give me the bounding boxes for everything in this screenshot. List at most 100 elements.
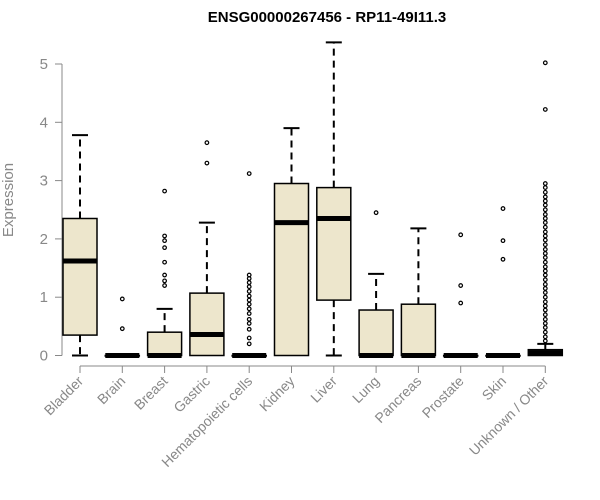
- outlier-point: [246, 335, 252, 341]
- outlier-point: [204, 160, 210, 166]
- outlier-point: [119, 296, 125, 302]
- box-kidney: [273, 127, 310, 357]
- box-gastric: [189, 140, 225, 357]
- outlier-point: [246, 311, 252, 316]
- outlier-point: [542, 202, 548, 208]
- outlier-point: [542, 290, 548, 295]
- outlier-point: [542, 216, 548, 221]
- outlier-point: [542, 281, 548, 287]
- outlier-point: [162, 188, 168, 194]
- box-body: [146, 331, 183, 357]
- outlier-point: [542, 334, 548, 340]
- outlier-point: [542, 198, 548, 204]
- x-tick-label: Kidney: [256, 373, 298, 415]
- box-body: [316, 186, 352, 301]
- outlier-point: [542, 299, 548, 305]
- outlier-point: [542, 212, 548, 217]
- y-axis-label: Expression: [0, 163, 17, 237]
- outlier-point: [542, 189, 548, 195]
- outlier-point: [162, 259, 168, 265]
- outlier-point: [542, 272, 548, 278]
- box-bladder: [62, 134, 98, 357]
- box-prostate: [442, 232, 479, 358]
- outlier-point: [246, 284, 252, 290]
- outlier-point: [542, 268, 548, 274]
- box-body: [273, 182, 310, 357]
- outlier-point: [542, 294, 548, 300]
- outlier-point: [542, 207, 548, 213]
- outlier-point: [162, 272, 168, 278]
- outlier-point: [246, 293, 252, 299]
- box-skin: [485, 206, 521, 358]
- outlier-point: [542, 224, 548, 230]
- outlier-point: [204, 140, 210, 146]
- outlier-point: [542, 307, 548, 313]
- outlier-point: [246, 297, 252, 303]
- outlier-point: [246, 171, 252, 177]
- outlier-point: [162, 233, 168, 239]
- outlier-point: [246, 306, 252, 312]
- outlier-point: [119, 326, 125, 332]
- outlier-point: [542, 185, 548, 190]
- outlier-point: [542, 312, 548, 318]
- outlier-point: [246, 301, 252, 307]
- outlier-point: [458, 232, 464, 238]
- outlier-point: [246, 272, 252, 278]
- outlier-point: [542, 286, 548, 291]
- x-tick-label: Liver: [307, 373, 340, 406]
- x-tick-label: Brain: [94, 373, 128, 407]
- outlier-point: [542, 255, 548, 260]
- outlier-point: [542, 237, 548, 243]
- outlier-point: [162, 245, 168, 251]
- box-body: [189, 292, 225, 357]
- y-tick-label: 2: [40, 231, 48, 248]
- boxes: [62, 41, 564, 358]
- x-tick-label: Bladder: [41, 373, 87, 419]
- outlier-point: [542, 242, 548, 248]
- box-hematopoietic-cells: [231, 171, 267, 358]
- outlier-point: [542, 264, 548, 270]
- outlier-point: [542, 229, 548, 235]
- outlier-point: [246, 288, 252, 294]
- x-tick-label: Breast: [131, 373, 171, 413]
- y-tick-label: 5: [40, 56, 48, 73]
- outlier-point: [246, 321, 252, 326]
- outlier-point: [246, 316, 252, 322]
- outlier-point: [542, 303, 548, 309]
- outlier-point: [500, 238, 506, 244]
- y-tick-label: 3: [40, 173, 48, 190]
- outlier-point: [542, 233, 548, 239]
- box-brain: [104, 296, 141, 358]
- outlier-point: [542, 181, 548, 186]
- outlier-point: [542, 246, 548, 252]
- box-pancreas: [400, 227, 437, 358]
- outlier-point: [373, 210, 379, 216]
- outlier-point: [500, 206, 506, 211]
- outlier-point: [542, 329, 548, 335]
- outlier-point: [542, 277, 548, 283]
- outlier-point: [500, 256, 506, 262]
- outlier-point: [542, 60, 548, 66]
- outlier-point: [162, 238, 168, 244]
- outlier-point: [542, 259, 548, 265]
- outlier-point: [542, 321, 548, 326]
- x-tick-label: Skin: [479, 373, 510, 404]
- box-liver: [316, 41, 352, 357]
- y-tick-label: 0: [40, 348, 48, 365]
- x-tick-label: Unknown / Other: [466, 373, 552, 459]
- outlier-point: [458, 283, 464, 288]
- outlier-point: [542, 107, 548, 112]
- box-unknown-other: [527, 60, 564, 357]
- outlier-point: [542, 194, 548, 200]
- box-breast: [146, 188, 183, 358]
- x-tick-label: Lung: [349, 373, 382, 406]
- outlier-point: [162, 283, 168, 288]
- x-tick-label: Prostate: [419, 373, 467, 421]
- box-lung: [358, 210, 394, 358]
- x-tick-label: Pancreas: [371, 373, 424, 426]
- outlier-point: [542, 316, 548, 322]
- y-tick-label: 4: [40, 114, 48, 131]
- outlier-point: [542, 220, 548, 225]
- outlier-point: [542, 251, 548, 256]
